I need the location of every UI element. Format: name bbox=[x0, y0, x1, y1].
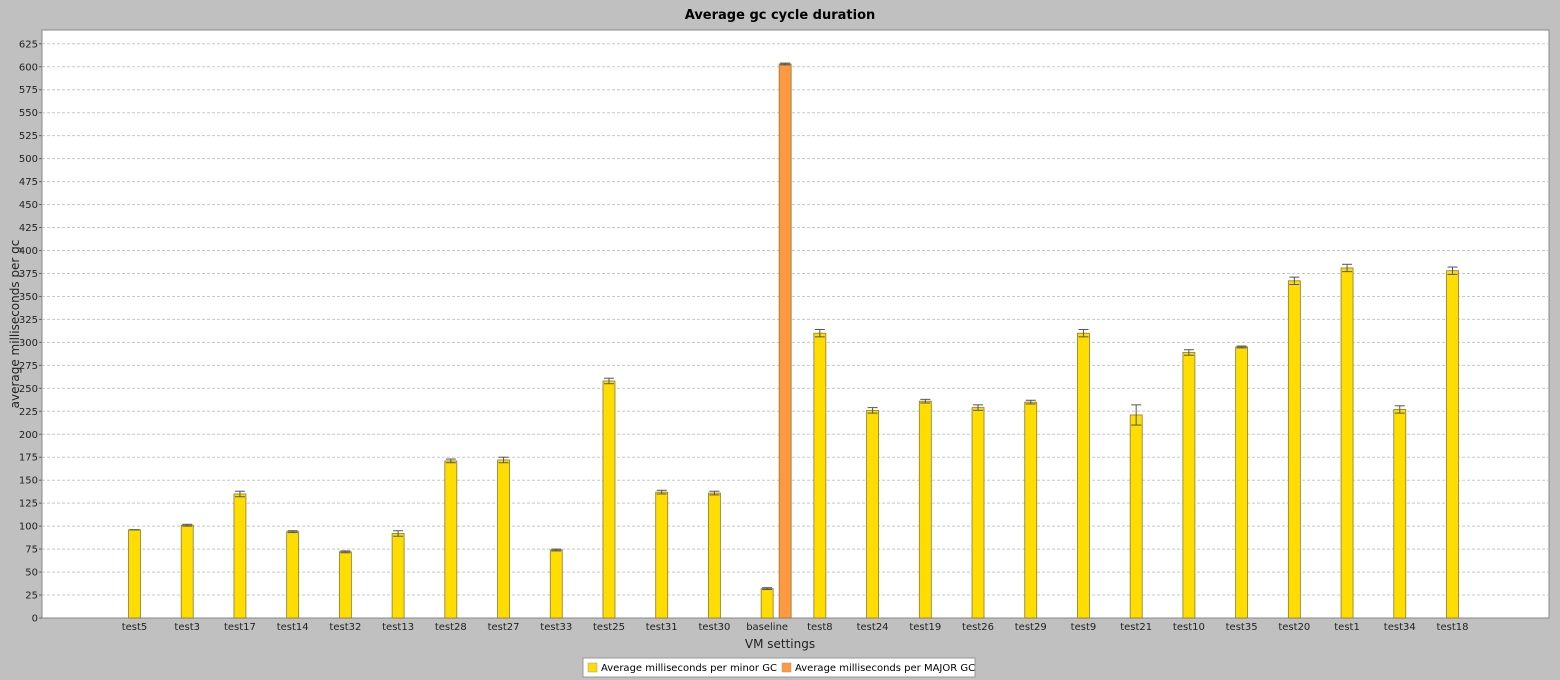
x-tick-label: test32 bbox=[329, 622, 361, 633]
bar bbox=[655, 491, 669, 619]
x-tick-label: test27 bbox=[488, 622, 520, 633]
x-tick-label: test1 bbox=[1334, 622, 1360, 633]
y-tick-label: 400 bbox=[19, 246, 38, 257]
plot-area bbox=[41, 29, 1550, 619]
x-tick-label: baseline bbox=[746, 622, 788, 633]
legend-label-minor: Average milliseconds per minor GC bbox=[601, 663, 777, 674]
bar bbox=[1024, 401, 1038, 619]
bar bbox=[338, 551, 352, 619]
bar bbox=[760, 588, 774, 619]
bar bbox=[1182, 352, 1196, 619]
bar bbox=[1077, 332, 1090, 619]
bar bbox=[1340, 267, 1354, 619]
bar bbox=[708, 492, 721, 619]
x-tick-label: test28 bbox=[435, 622, 467, 633]
y-tick-label: 375 bbox=[19, 269, 38, 280]
x-axis-ticks: test5 test3 test17 test14 test32 test13 test28… bbox=[122, 622, 1469, 633]
x-tick-label: test9 bbox=[1071, 622, 1097, 633]
bar bbox=[602, 380, 616, 619]
y-tick-label: 25 bbox=[25, 591, 38, 602]
bar bbox=[971, 407, 985, 619]
y-tick-label: 525 bbox=[19, 131, 38, 142]
y-tick-label: 225 bbox=[19, 407, 38, 418]
y-tick-label: 175 bbox=[19, 453, 38, 464]
x-tick-label: test30 bbox=[698, 622, 730, 633]
y-tick-label: 425 bbox=[19, 223, 38, 234]
y-tick-label: 300 bbox=[19, 338, 38, 349]
y-tick-label: 550 bbox=[19, 108, 38, 119]
y-tick-label: 125 bbox=[19, 499, 38, 510]
bar bbox=[866, 409, 879, 619]
y-tick-label: 75 bbox=[25, 545, 38, 556]
bar bbox=[391, 533, 405, 619]
y-tick-label: 150 bbox=[19, 476, 38, 487]
x-tick-label: test33 bbox=[540, 622, 572, 633]
x-tick-label: test3 bbox=[174, 622, 200, 633]
bar bbox=[1287, 280, 1301, 619]
x-tick-label: test26 bbox=[962, 622, 994, 633]
x-tick-label: test17 bbox=[224, 622, 256, 633]
x-tick-label: test10 bbox=[1173, 622, 1205, 633]
y-axis-label: average milliseconds per gc bbox=[8, 240, 22, 409]
bar bbox=[1235, 346, 1249, 619]
y-tick-label: 350 bbox=[19, 292, 38, 303]
bar bbox=[1393, 409, 1407, 619]
x-tick-label: test34 bbox=[1384, 622, 1416, 633]
y-tick-label: 325 bbox=[19, 315, 38, 326]
y-tick-label: 250 bbox=[19, 384, 38, 395]
y-tick-label: 475 bbox=[19, 177, 38, 188]
bar bbox=[180, 524, 194, 619]
y-tick-label: 275 bbox=[19, 361, 38, 372]
x-tick-label: test14 bbox=[277, 622, 309, 633]
bar bbox=[549, 549, 563, 619]
x-tick-label: test31 bbox=[646, 622, 678, 633]
legend-box bbox=[582, 657, 976, 678]
x-tick-label: test35 bbox=[1226, 622, 1258, 633]
y-tick-label: 0 bbox=[32, 614, 38, 625]
y-tick-label: 600 bbox=[19, 62, 38, 73]
y-tick-label: 100 bbox=[19, 522, 38, 533]
x-tick-label: test13 bbox=[382, 622, 414, 633]
x-tick-label: test25 bbox=[593, 622, 625, 633]
y-tick-label: 200 bbox=[19, 430, 38, 441]
x-axis-label: VM settings bbox=[745, 637, 815, 651]
legend-swatch-major bbox=[781, 662, 792, 673]
x-tick-label: test18 bbox=[1437, 622, 1469, 633]
x-tick-label: test19 bbox=[909, 622, 941, 633]
x-tick-label: test24 bbox=[857, 622, 889, 633]
bar bbox=[286, 531, 300, 619]
chart-title: Average gc cycle duration bbox=[685, 8, 876, 23]
bar bbox=[778, 63, 792, 619]
bar bbox=[1446, 270, 1459, 619]
bar bbox=[1129, 414, 1143, 619]
legend-swatch-minor bbox=[587, 662, 598, 673]
y-tick-label: 450 bbox=[19, 200, 38, 211]
bar bbox=[497, 459, 510, 619]
bar bbox=[813, 332, 827, 619]
x-tick-label: test29 bbox=[1015, 622, 1047, 633]
x-tick-label: test21 bbox=[1120, 622, 1152, 633]
x-tick-label: test5 bbox=[122, 622, 148, 633]
bar bbox=[444, 460, 458, 619]
x-tick-label: test20 bbox=[1278, 622, 1310, 633]
y-tick-label: 500 bbox=[19, 154, 38, 165]
bar bbox=[233, 493, 247, 619]
x-tick-label: test8 bbox=[807, 622, 833, 633]
bar bbox=[918, 400, 932, 619]
y-tick-label: 575 bbox=[19, 85, 38, 96]
y-tick-label: 625 bbox=[19, 39, 38, 50]
legend-label-major: Average milliseconds per MAJOR GC bbox=[795, 663, 975, 674]
y-axis-ticks: 0 25 50 75 100 125 150 175 200 225 250 275 300 325 350… bbox=[19, 39, 42, 625]
bar bbox=[128, 529, 141, 619]
legend: Average milliseconds per minor GC Averag… bbox=[582, 657, 976, 678]
y-tick-label: 50 bbox=[25, 568, 38, 579]
bars bbox=[128, 62, 1459, 619]
